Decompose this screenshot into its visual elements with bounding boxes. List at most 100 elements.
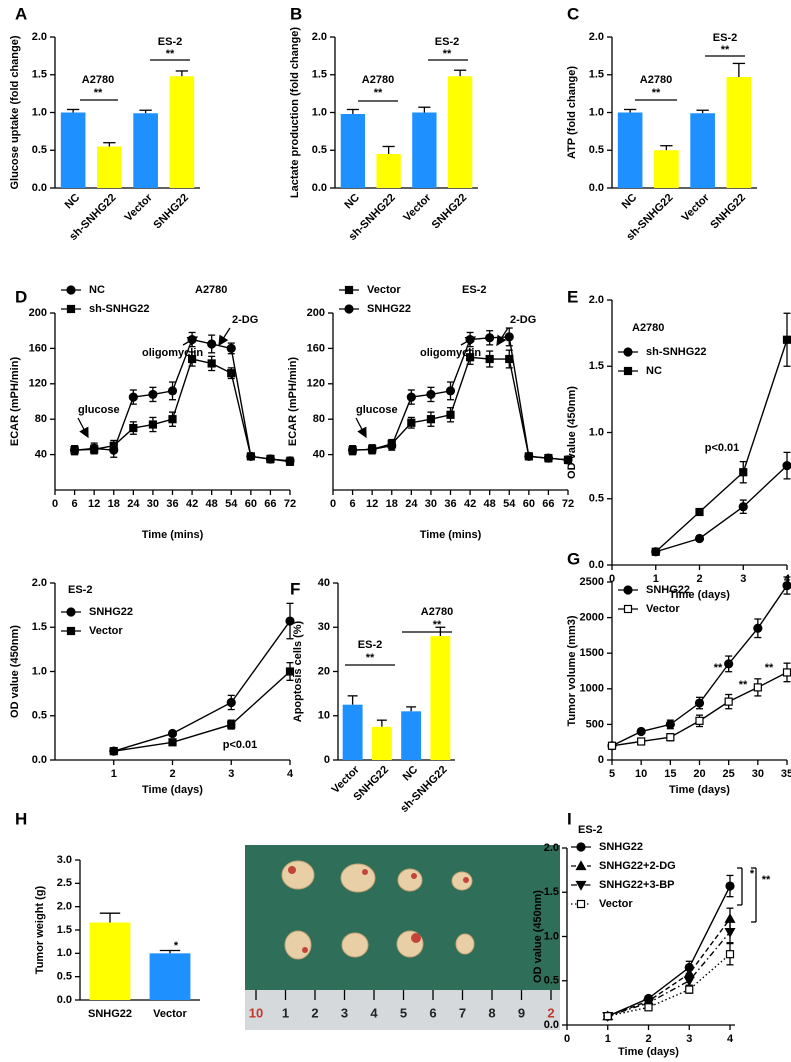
y-tick-label: 20 [318, 665, 330, 677]
point [426, 389, 436, 400]
legend-marker [66, 285, 76, 295]
series-line [607, 885, 731, 1017]
y-tick-label: 1.5 [32, 621, 47, 633]
tumor-photo [245, 845, 560, 1030]
legend-label: Vector [599, 898, 633, 910]
point [445, 386, 456, 396]
x-tick-label: 60 [245, 498, 257, 510]
point [524, 451, 534, 461]
annotation: 2-DG [510, 314, 536, 326]
y-tick-label: 1.0 [32, 106, 47, 118]
x-tick-label: 54 [225, 498, 238, 510]
y-tick-label: 160 [307, 342, 325, 354]
x-tick-label: 24 [405, 498, 418, 510]
y-tick-label: 1.0 [589, 426, 604, 438]
bar [430, 636, 451, 760]
legend-label: NC [89, 284, 105, 296]
point [782, 461, 791, 471]
point [694, 698, 705, 708]
annotation: ** [652, 87, 661, 99]
bar [149, 953, 191, 1000]
legend-marker [66, 304, 76, 314]
x-tick-label: 2 [645, 1033, 651, 1045]
y-axis-label: ECAR (mPH/min) [9, 357, 21, 447]
annotation: p<0.01 [705, 442, 740, 454]
point [285, 667, 295, 676]
ruler-label: 10 [249, 1005, 263, 1020]
annotation: ** [714, 662, 723, 674]
x-tick-label: SNHG22 [430, 192, 470, 232]
y-tick-label: 2.0 [312, 31, 327, 43]
legend-label: Vector [367, 284, 401, 296]
series-line [607, 931, 731, 1017]
x-tick-label: NC [401, 764, 421, 784]
point [465, 353, 475, 362]
point [665, 719, 675, 730]
point [738, 502, 748, 512]
point [683, 976, 695, 987]
legend-label: SNHG22 [646, 584, 690, 596]
y-tick-label: 1500 [580, 647, 604, 659]
bar [726, 77, 752, 188]
annotation: A2780 [640, 74, 672, 86]
annotation: * [750, 868, 755, 880]
point [563, 455, 573, 465]
point [226, 343, 236, 353]
annotation: ** [366, 652, 375, 664]
x-tick-label: 3 [686, 1033, 692, 1045]
y-tick-label: 80 [35, 413, 47, 425]
y-tick-label: 0.5 [589, 144, 604, 156]
point [543, 453, 554, 463]
x-tick-label: SNHG22 [708, 192, 748, 232]
x-tick-label: Vector [680, 191, 713, 224]
bar [654, 150, 679, 188]
ruler-label: 3 [341, 1005, 348, 1020]
point [446, 410, 455, 419]
y-tick-label: 1.5 [57, 924, 72, 936]
annotation: glucose [78, 404, 120, 416]
chart-title: ES-2 [68, 584, 92, 596]
chart-6: 0.0 0.5 1.0 1.5 2.0 OD value (450nm) ES-2 p<0.0… [9, 577, 295, 796]
x-tick-label: 60 [523, 498, 535, 510]
y-tick-label: 80 [313, 413, 325, 425]
bar [340, 114, 366, 188]
legend-marker [623, 604, 633, 614]
legend-marker [576, 899, 586, 909]
y-tick-label: 0 [324, 754, 330, 766]
annotation: ES-2 [358, 639, 382, 651]
legend-label: SNHG22 [367, 303, 411, 315]
annotation: ES-2 [713, 32, 737, 44]
y-tick-label: 1.0 [312, 106, 327, 118]
chart-0: 0.0 0.5 1.0 1.5 2.0 Glucose uptake (fold chan… [9, 4, 200, 243]
y-tick-label: 0.0 [32, 754, 47, 766]
x-tick-label: Vector [401, 191, 434, 224]
point [129, 423, 138, 433]
point [407, 418, 416, 427]
panel-label: B [290, 4, 302, 23]
x-tick-label: 20 [693, 768, 705, 780]
panel-label: F [290, 579, 300, 598]
point [285, 457, 295, 466]
point [485, 333, 495, 343]
point [607, 741, 617, 750]
legend-label: sh-SNHG22 [646, 346, 707, 358]
y-tick-label: 2.0 [32, 577, 47, 589]
ruler-label: 7 [459, 1005, 466, 1020]
x-tick-label: 72 [562, 498, 574, 510]
annotation: ** [166, 48, 175, 60]
x-tick-label: 12 [366, 498, 378, 510]
y-tick-label: 40 [318, 577, 330, 589]
annotation: ES-2 [158, 36, 182, 48]
y-tick-label: 2.0 [589, 31, 604, 43]
point [724, 659, 734, 669]
point [70, 446, 79, 455]
x-tick-label: 25 [723, 768, 735, 780]
bar [447, 76, 473, 188]
bar [371, 726, 392, 760]
point [168, 415, 177, 424]
y-tick-label: 1.5 [312, 69, 327, 81]
chart-title: A2780 [195, 284, 227, 296]
